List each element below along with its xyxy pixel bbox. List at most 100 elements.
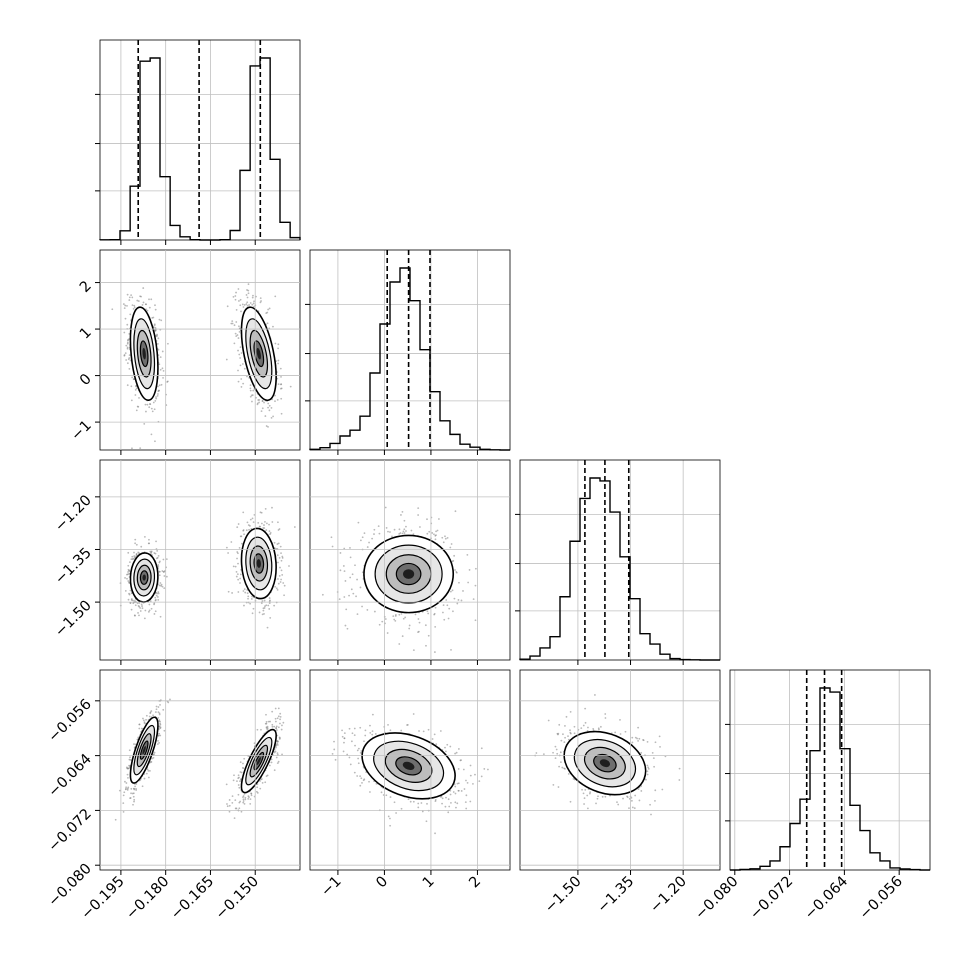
sample-point: [279, 566, 281, 569]
sample-point: [234, 807, 237, 810]
sample-point: [248, 528, 250, 531]
sample-point: [138, 723, 141, 726]
sample-point: [169, 698, 171, 701]
sample-point: [157, 564, 160, 566]
sample-point: [256, 728, 259, 731]
sample-point: [159, 582, 162, 584]
sample-point: [259, 301, 262, 304]
sample-point: [404, 616, 407, 619]
sample-point: [434, 538, 437, 541]
sample-point: [126, 577, 128, 580]
sample-point: [279, 712, 282, 715]
sample-point: [132, 307, 135, 310]
sample-point: [239, 780, 241, 783]
sample-point: [157, 592, 160, 595]
sample-point: [233, 817, 236, 820]
sample-point: [243, 367, 246, 370]
sample-point: [387, 530, 389, 533]
sample-point: [128, 299, 131, 301]
sample-point: [280, 383, 283, 386]
sample-point: [249, 302, 252, 304]
histogram-panel-3: [515, 459, 721, 661]
sample-point: [126, 323, 129, 326]
sample-point: [258, 399, 261, 401]
sample-point: [249, 387, 252, 390]
density-contour: [142, 574, 146, 581]
sample-point: [148, 715, 151, 718]
sample-point: [126, 304, 128, 307]
sample-point: [148, 609, 151, 612]
sample-point: [154, 440, 156, 443]
sample-point: [280, 412, 283, 415]
sample-point: [158, 741, 160, 744]
sample-point: [381, 620, 384, 623]
sample-point: [154, 610, 157, 613]
panel-frame: [309, 459, 511, 661]
sample-point: [163, 587, 166, 590]
sample-point: [131, 447, 133, 450]
sample-point: [133, 551, 135, 554]
sample-point: [265, 727, 268, 729]
sample-point: [259, 297, 262, 300]
sample-point: [138, 602, 141, 604]
sample-point: [268, 597, 271, 599]
sample-point: [266, 626, 269, 629]
sample-point: [251, 296, 254, 299]
sample-point: [134, 542, 137, 545]
sample-point: [343, 570, 346, 572]
sample-point: [127, 580, 130, 582]
sample-point: [261, 600, 264, 602]
sample-point: [155, 540, 157, 543]
sample-point: [124, 780, 126, 783]
sample-point: [267, 604, 270, 607]
sample-point: [129, 313, 132, 316]
sample-point: [135, 387, 138, 390]
sample-point: [251, 303, 254, 306]
sample-point: [240, 535, 243, 538]
sample-point: [356, 578, 358, 581]
sample-point: [242, 795, 245, 797]
sample-point: [138, 605, 141, 608]
sample-point: [245, 303, 248, 305]
sample-point: [160, 383, 163, 386]
sample-point: [159, 615, 162, 618]
sample-point: [277, 383, 280, 386]
sample-point: [443, 618, 446, 621]
sample-point: [393, 528, 396, 531]
sample-point: [158, 712, 161, 715]
sample-point: [239, 573, 242, 576]
sample-point: [235, 570, 238, 573]
sample-point: [126, 346, 129, 349]
sample-point: [274, 585, 277, 588]
sample-point: [157, 393, 159, 395]
sample-point: [373, 610, 376, 613]
sample-point: [226, 305, 229, 308]
sample-point: [277, 347, 280, 350]
sample-point: [136, 602, 139, 605]
sample-point: [141, 304, 144, 306]
sample-point: [130, 294, 133, 297]
sample-point: [446, 536, 449, 539]
sample-point: [401, 635, 404, 638]
sample-point: [131, 376, 134, 379]
sample-point: [128, 573, 131, 575]
sample-point: [138, 397, 140, 399]
sample-point: [235, 335, 238, 338]
sample-point: [138, 552, 141, 555]
sample-point: [270, 407, 273, 409]
sample-point: [129, 589, 132, 592]
sample-point: [162, 370, 165, 372]
sample-point: [280, 569, 283, 572]
sample-point: [238, 546, 241, 549]
sample-point: [123, 331, 126, 334]
sample-point: [445, 599, 448, 601]
sample-point: [150, 407, 153, 410]
sample-point: [156, 743, 159, 746]
sample-point: [153, 603, 155, 606]
sample-point: [155, 708, 158, 711]
sample-point: [238, 786, 241, 789]
sample-point: [155, 705, 158, 708]
sample-point: [128, 332, 131, 335]
sample-point: [146, 403, 149, 406]
